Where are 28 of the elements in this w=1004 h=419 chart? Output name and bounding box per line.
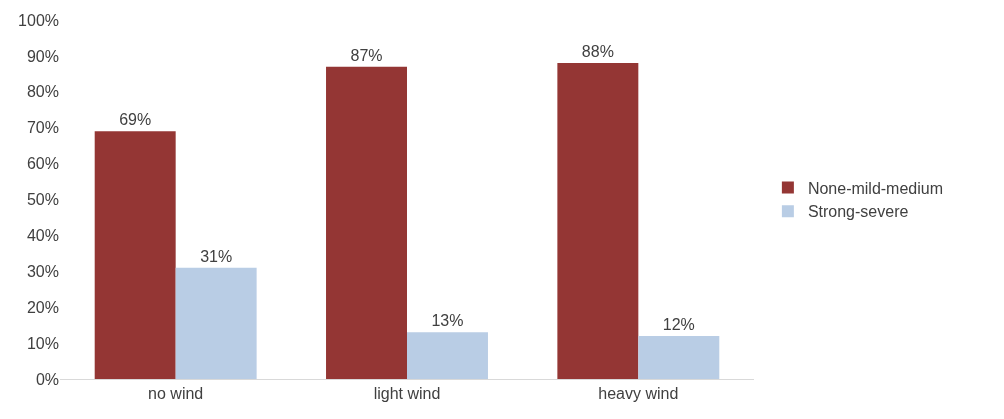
data-label: 12%: [662, 315, 695, 333]
bar: [638, 335, 720, 379]
bar: [407, 332, 488, 379]
bar: [94, 131, 176, 379]
data-label: 88%: [581, 43, 614, 61]
data-label: 31%: [200, 247, 233, 265]
y-tick-label: 20%: [26, 298, 59, 316]
y-tick-label: 80%: [26, 83, 59, 101]
y-tick-label: 0%: [35, 370, 59, 388]
legend-label: Strong-severe: [807, 203, 909, 221]
data-label: 69%: [119, 111, 152, 129]
y-tick-label: 100%: [18, 11, 59, 29]
x-tick-label: light wind: [373, 385, 441, 403]
y-tick-label: 60%: [26, 155, 59, 173]
y-tick-label: 70%: [26, 119, 59, 137]
bar: [326, 66, 407, 379]
x-tick-label: heavy wind: [598, 385, 679, 403]
y-tick-label: 50%: [26, 191, 59, 209]
x-tick-label: no wind: [148, 385, 204, 403]
y-tick-label: 30%: [26, 262, 59, 280]
data-label: 87%: [350, 46, 383, 64]
y-tick-label: 40%: [26, 227, 59, 244]
bar: [557, 63, 639, 379]
y-tick-label: 90%: [26, 47, 59, 65]
data-label: 13%: [431, 312, 464, 330]
legend-label: None-mild-medium: [807, 179, 944, 197]
y-tick-label: 10%: [26, 334, 59, 352]
bar: [175, 267, 257, 379]
